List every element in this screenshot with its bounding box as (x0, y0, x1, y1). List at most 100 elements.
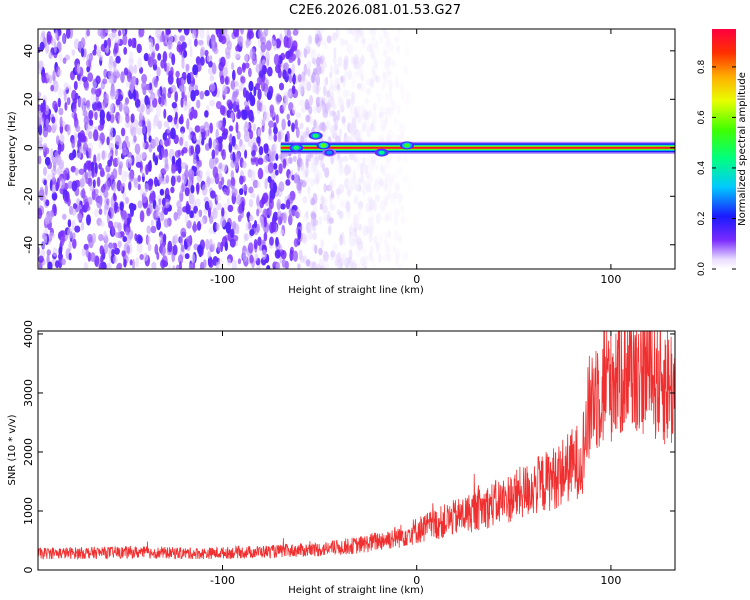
spectrogram-noise-cell (340, 167, 344, 175)
spectrogram-noise-cell (320, 29, 325, 33)
spectrogram-noise-cell (322, 163, 326, 172)
spectrogram-noise-cell (346, 46, 350, 53)
spectrogram-noise-cell (309, 95, 313, 106)
spectrogram-noise-cell (184, 169, 189, 179)
spectrogram-noise-cell (212, 166, 218, 179)
spectrogram-noise-cell (286, 113, 291, 121)
spectrogram-feature (404, 143, 410, 148)
spectrogram-noise-cell (353, 263, 358, 269)
spectrogram-noise-cell (92, 101, 98, 111)
spectrogram-noise-cell (385, 172, 390, 182)
spectrogram-noise-cell (291, 40, 298, 51)
spectrogram-noise-cell (371, 111, 378, 124)
spectrogram-noise-cell (301, 106, 306, 113)
spectrogram-noise-cell (323, 77, 328, 85)
spectrogram-noise-cell (190, 184, 195, 194)
spectrogram-noise-cell (65, 29, 71, 39)
spectrogram-noise-cell (400, 130, 405, 137)
spectrogram-noise-cell (195, 169, 201, 177)
spectrogram-noise-cell (87, 177, 93, 187)
spectrogram-noise-cell (162, 51, 168, 63)
spectrogram-noise-cell (375, 74, 379, 82)
spectrogram-noise-cell (380, 119, 386, 131)
spectrogram-noise-cell (305, 167, 310, 175)
spectrogram-noise-cell (275, 236, 279, 247)
spectrogram-noise-cell (382, 71, 386, 79)
spectrogram-noise-cell (358, 261, 363, 269)
spectrogram-noise-cell (374, 75, 378, 83)
spectrogram-noise-cell (275, 262, 281, 269)
spectrogram-noise-cell (264, 178, 268, 190)
spectrogram-noise-cell (298, 50, 303, 59)
spectrogram-noise-cell (384, 244, 391, 255)
spectrogram-noise-cell (133, 119, 139, 130)
spectrogram-noise-cell (76, 213, 83, 221)
spectrogram-noise-cell (163, 121, 170, 128)
spectrogram-noise-cell (318, 247, 323, 256)
spectrogram-noise-cell (243, 131, 250, 143)
spectrogram-noise-cell (186, 101, 192, 110)
spectrogram-noise-cell (307, 35, 313, 45)
spectrogram-noise-cell (231, 188, 238, 197)
spectrogram-noise-cell (297, 228, 302, 240)
spectrogram-noise-cell (238, 35, 244, 47)
spectrogram-noise-cell (328, 217, 334, 224)
spectrogram-noise-cell (46, 34, 52, 45)
spectrogram-noise-cell (50, 38, 57, 46)
spectrogram-noise-cell (222, 66, 228, 77)
spectrogram-noise-cell (192, 64, 199, 76)
spectrogram-noise-cell (344, 39, 348, 46)
spectrogram-noise-cell (236, 130, 241, 140)
spectrogram-noise-cell (391, 175, 396, 184)
spectrogram-noise-cell (390, 192, 397, 205)
snr-y-tick-label: 1000 (22, 497, 35, 525)
spectrogram-noise-cell (253, 220, 258, 229)
spectrogram-noise-cell (358, 88, 363, 95)
spectrogram-noise-cell (256, 99, 261, 111)
spectrogram-noise-cell (122, 191, 127, 200)
spectrogram-noise-cell (384, 92, 390, 102)
spectrogram-noise-cell (233, 29, 239, 37)
spectrogram-noise-cell (386, 153, 390, 163)
spectrogram-noise-cell (374, 91, 380, 98)
spectrogram-noise-cell (73, 80, 78, 91)
spectrogram-noise-cell (260, 80, 266, 92)
spectrogram-noise-cell (146, 235, 151, 245)
spectrogram-noise-cell (111, 225, 115, 236)
spectrogram-noise-cell (201, 184, 208, 196)
spectrogram-noise-cell (88, 110, 94, 120)
spectrogram-noise-cell (198, 132, 202, 144)
spectrogram-noise-cell (139, 210, 145, 223)
spectrogram-noise-cell (232, 151, 236, 162)
spectrogram-noise-cell (401, 251, 407, 263)
spectrogram-noise-cell (382, 215, 389, 223)
spectrogram-noise-cell (305, 126, 310, 136)
spectrogram-noise-cell (166, 40, 173, 50)
spectrogram-noise-cell (337, 56, 343, 68)
spectrogram-noise-cell (346, 70, 353, 81)
spectrogram-noise-cell (378, 34, 384, 45)
spectrogram-noise-cell (403, 174, 409, 183)
spectrogram-noise-cell (348, 29, 353, 34)
spectrogram-noise-cell (146, 118, 151, 130)
spectrogram-noise-cell (120, 29, 126, 36)
spectrogram-noise-cell (157, 88, 161, 98)
spectrogram-noise-cell (357, 114, 363, 125)
spectrogram-noise-cell (45, 71, 50, 79)
spectrogram-noise-cell (330, 79, 334, 87)
spectrogram-noise-cell (399, 131, 405, 142)
spectrogram-noise-cell (238, 84, 244, 92)
spectrogram-noise-cell (118, 140, 123, 151)
spectrogram-noise-cell (321, 65, 325, 77)
spectrogram-noise-cell (89, 119, 94, 126)
spectrogram-noise-cell (180, 126, 186, 134)
spectrogram-noise-cell (312, 204, 318, 213)
spectrogram-noise-cell (350, 259, 356, 267)
spectrogram-noise-cell (201, 137, 205, 146)
spectrogram-noise-cell (320, 239, 324, 248)
spectrogram-noise-cell (258, 244, 263, 251)
spectrogram-noise-cell (84, 81, 89, 91)
spectrogram-noise-cell (227, 204, 234, 213)
spectrogram-noise-cell (224, 76, 229, 85)
spectrogram-noise-cell (97, 152, 101, 162)
